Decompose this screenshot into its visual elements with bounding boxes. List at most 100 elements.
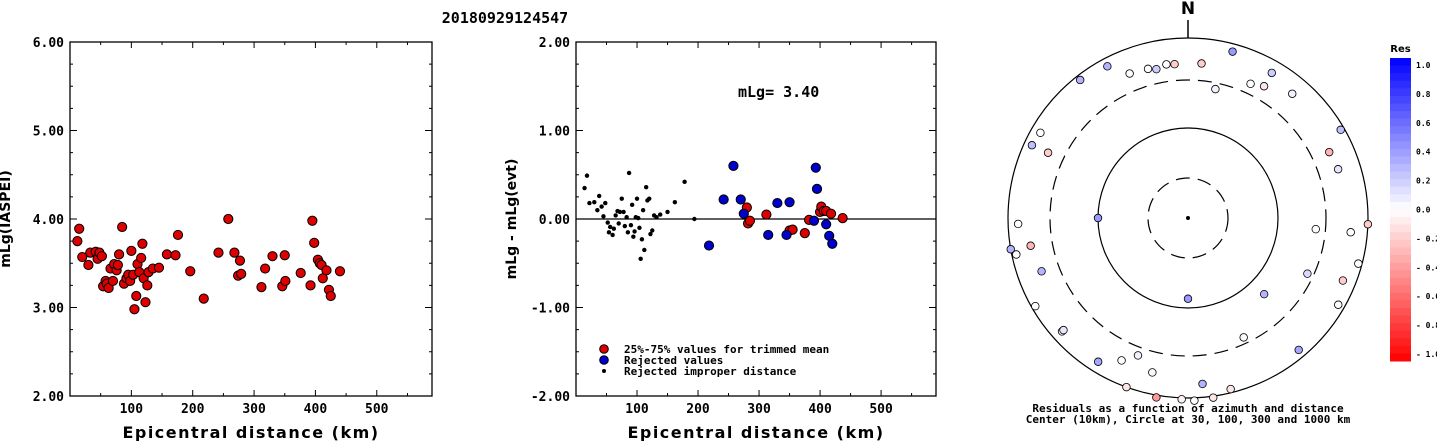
- data-point-small: [643, 184, 649, 190]
- residual-point: [1346, 228, 1355, 237]
- data-point: [781, 229, 792, 241]
- x-axis-label: Epicentral distance (km): [122, 423, 379, 441]
- colorbar-label: 1.0: [1416, 61, 1431, 70]
- residual-point: [1209, 393, 1218, 402]
- data-point: [811, 183, 823, 195]
- colorbar-label: 0.0: [1416, 206, 1431, 215]
- x-axis-label: Epicentral distance (km): [627, 423, 884, 441]
- data-point-small: [592, 199, 597, 205]
- colorbar-swatch: [1390, 292, 1411, 301]
- data-point-small: [595, 207, 600, 213]
- colorbar-swatch: [1390, 88, 1411, 97]
- data-point-small: [637, 225, 642, 231]
- colorbar-swatch: [1390, 224, 1411, 233]
- residual-point: [1334, 300, 1343, 309]
- x-tick-label: 400: [304, 402, 328, 417]
- data-point: [280, 275, 291, 287]
- colorbar-swatch: [1390, 171, 1411, 180]
- colorbar-swatch: [1390, 239, 1411, 248]
- right-residual-panel: 100 200 300 400 500 -2.00 -1.00 0.00 1.00 2.00 Epi…: [504, 36, 937, 441]
- distance-ring: [1049, 79, 1327, 357]
- x-tick-label: 100: [625, 402, 649, 417]
- y-axis-label: mLg(IASPEI): [0, 170, 14, 268]
- residual-point: [1239, 333, 1248, 342]
- residual-point: [1197, 59, 1206, 68]
- plot-frame: [69, 41, 433, 397]
- data-point-small: [692, 216, 697, 222]
- y-tick-label: 1.00: [539, 125, 570, 140]
- data-point: [223, 213, 234, 225]
- data-point-small: [625, 230, 631, 235]
- data-point: [113, 249, 125, 260]
- data-point: [117, 221, 128, 233]
- residual-point: [1336, 125, 1345, 135]
- colorbar-swatch: [1390, 285, 1411, 294]
- colorbar-swatch: [1390, 156, 1411, 165]
- colorbar-swatch: [1390, 315, 1411, 324]
- y-tick-label: 3.00: [33, 302, 64, 317]
- data-point: [107, 275, 119, 287]
- data-point: [307, 215, 318, 226]
- polar-residual-panel: N Residuals as a function of azimuth and …: [1006, 0, 1373, 426]
- residual-point: [1303, 269, 1312, 278]
- colorbar-swatch: [1390, 141, 1411, 150]
- data-point-small: [603, 200, 608, 206]
- colorbar-swatch: [1390, 126, 1411, 135]
- data-point: [236, 268, 247, 279]
- colorbar-swatch: [1390, 111, 1411, 120]
- x-tick-label: 100: [120, 402, 144, 417]
- colorbar-swatch: [1390, 179, 1411, 188]
- data-point-small: [626, 170, 632, 176]
- left-scatter-panel: 100 200 300 400 500 2.00 3.00 4.00 5.00 6.00 Epice…: [0, 36, 433, 441]
- residual-point: [1288, 89, 1297, 98]
- y-tick-label: 5.00: [33, 125, 64, 140]
- residual-point: [1190, 396, 1199, 405]
- data-point: [295, 267, 306, 279]
- data-point-small: [642, 247, 647, 253]
- colorbar-swatch: [1390, 209, 1411, 218]
- residual-point: [1093, 213, 1103, 223]
- residual-point: [1170, 59, 1179, 69]
- data-point-small: [682, 179, 687, 185]
- data-point-small: [636, 215, 641, 221]
- colorbar-label: - 0.4: [1416, 263, 1437, 272]
- data-point: [267, 251, 278, 262]
- polar-caption-1: Residuals as a function of azimuth and d…: [1032, 402, 1344, 415]
- data-point-small: [648, 231, 653, 237]
- data-point-small: [610, 232, 615, 238]
- data-point: [325, 290, 336, 302]
- colorbar-swatch: [1390, 300, 1411, 309]
- residual-point: [1259, 289, 1269, 299]
- data-point: [142, 280, 153, 291]
- data-point: [772, 197, 783, 209]
- colorbar-swatch: [1390, 323, 1411, 332]
- colorbar-swatch: [1390, 148, 1411, 157]
- data-point: [728, 160, 739, 171]
- data-point: [72, 236, 83, 247]
- north-label: N: [1181, 0, 1195, 19]
- data-point: [170, 250, 181, 261]
- residual-point: [1363, 220, 1373, 229]
- colorbar-label: - 0.2: [1416, 234, 1437, 243]
- residual-point: [1211, 84, 1220, 94]
- colorbar-swatch: [1390, 133, 1411, 142]
- data-point-small: [672, 199, 678, 205]
- data-point-small: [611, 226, 617, 231]
- y-tick-label: 6.00: [33, 36, 64, 51]
- data-point-small: [606, 230, 612, 235]
- data-point-small: [607, 224, 613, 230]
- residual-point: [1325, 147, 1334, 157]
- residual-point: [1036, 128, 1045, 137]
- data-point-small: [605, 220, 610, 225]
- x-tick-label: 200: [686, 402, 710, 417]
- data-point-small: [624, 215, 629, 220]
- residual-point: [1143, 64, 1153, 74]
- data-point: [131, 290, 142, 302]
- x-tick-label: 500: [869, 402, 893, 417]
- data-point: [744, 215, 755, 226]
- colorbar-swatch: [1390, 201, 1411, 210]
- colorbar-swatch: [1390, 277, 1411, 286]
- distance-ring: [1147, 177, 1229, 259]
- x-tick-label: 200: [181, 402, 205, 417]
- colorbar-swatch: [1390, 103, 1411, 112]
